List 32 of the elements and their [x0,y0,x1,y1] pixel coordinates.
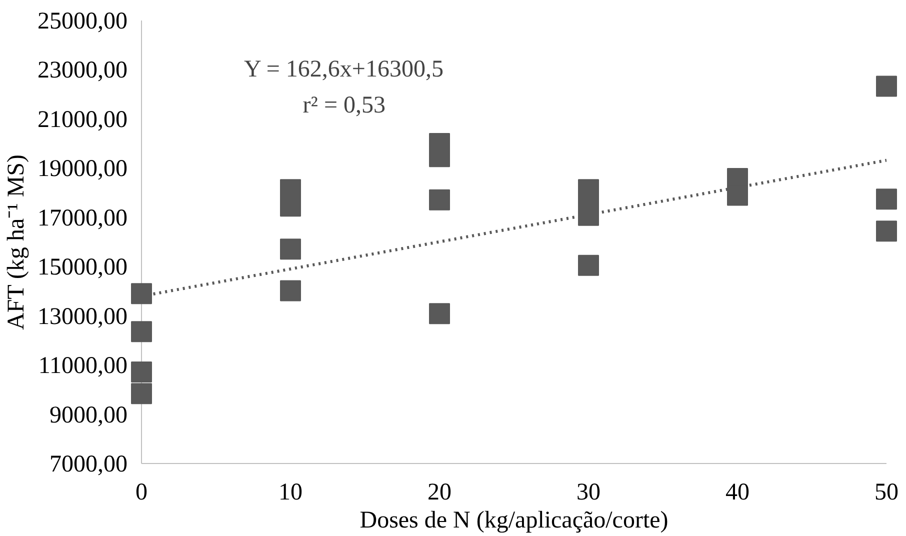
point [876,76,897,97]
point [131,383,152,404]
point [280,238,301,260]
x-tick-label: 0 [136,480,148,506]
x-tick-label: 10 [278,480,302,506]
y-tick-label: 19000,00 [38,156,128,182]
point [280,280,301,302]
point [876,220,897,242]
annotation: Y = 162,6x+16300,5 [244,56,444,83]
point [429,189,450,210]
point [578,254,599,276]
annotation: r² = 0,53 [302,92,386,118]
x-axis-title: Doses de N (kg/aplicação/corte) [360,508,668,534]
y-axis-title: AFT (kg ha⁻¹ MS) [4,154,30,330]
y-tick-label: 13000,00 [38,304,128,330]
y-tick-label: 25000,00 [38,8,128,34]
point [131,361,152,382]
x-tick-label: 20 [428,480,452,506]
point [876,188,897,210]
y-tick-label: 15000,00 [38,254,128,281]
y-tick-label: 11000,00 [38,353,128,380]
x-tick-label: 50 [874,480,898,506]
point [429,303,450,324]
y-tick-label: 17000,00 [38,205,128,232]
x-tick-label: 40 [726,480,750,506]
point [131,321,152,342]
y-tick-label: 7000,00 [50,452,128,478]
y-tick-label: 9000,00 [50,402,128,428]
y-tick-label: 21000,00 [38,106,128,133]
x-tick-label: 30 [576,480,600,506]
point [131,283,152,304]
y-tick-label: 23000,00 [38,58,128,84]
